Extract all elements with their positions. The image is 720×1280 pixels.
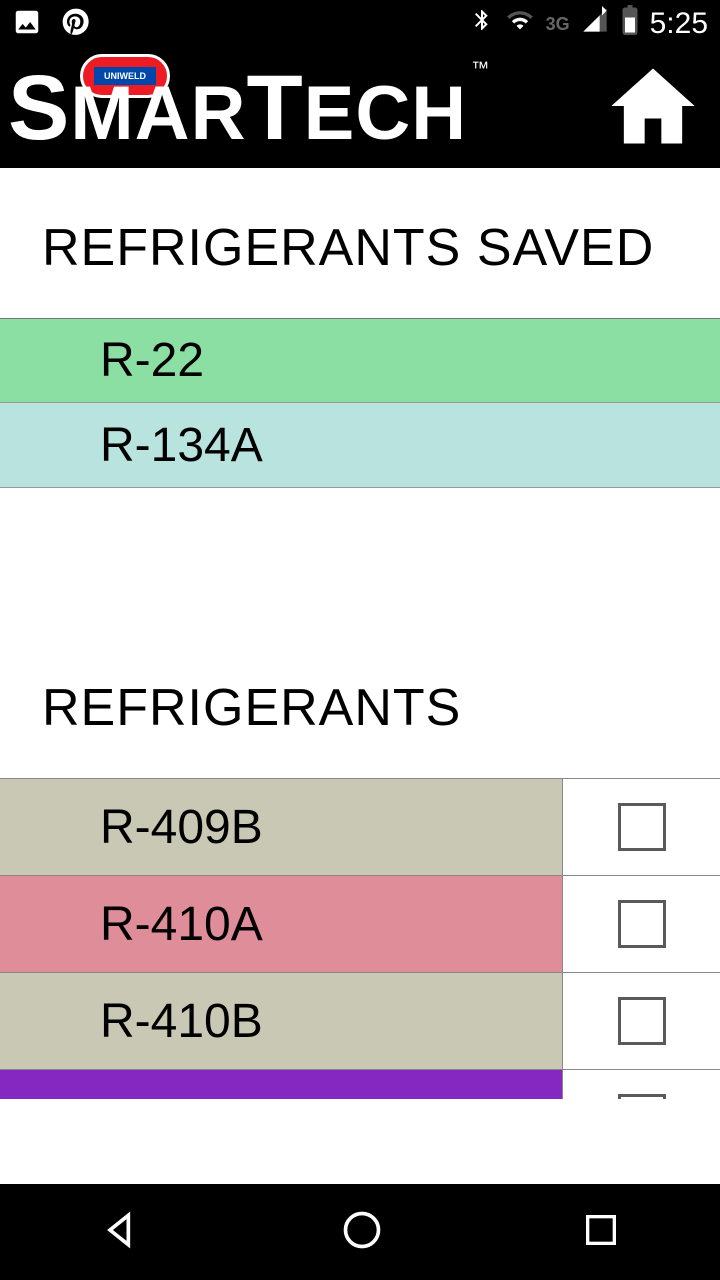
status-right: 3G 5:25 xyxy=(470,5,708,43)
clock-time: 5:25 xyxy=(650,7,708,41)
refrigerant-label[interactable]: R-409B xyxy=(0,779,562,875)
saved-list: R-22 R-134A xyxy=(0,318,720,488)
saved-item-label: R-134A xyxy=(100,418,263,473)
app-header: UNIWELD SMARTECH ™ xyxy=(0,48,720,168)
refrigerants-section-title: REFRIGERANTS xyxy=(0,488,720,778)
home-button[interactable] xyxy=(598,56,708,161)
refrigerant-row: R-411A xyxy=(0,1069,720,1099)
refrigerant-checkbox[interactable] xyxy=(618,803,666,851)
home-nav-button[interactable] xyxy=(340,1208,384,1257)
refrigerant-row: R-410B xyxy=(0,972,720,1069)
signal-icon xyxy=(580,6,610,42)
refrigerant-label[interactable]: R-411A xyxy=(0,1070,562,1099)
refrigerants-list: R-409BR-410AR-410BR-411A xyxy=(0,778,720,1099)
refrigerant-checkbox[interactable] xyxy=(618,997,666,1045)
refrigerant-checkbox-cell xyxy=(562,876,720,972)
recent-apps-button[interactable] xyxy=(581,1210,621,1255)
gallery-icon xyxy=(12,7,42,42)
saved-item[interactable]: R-22 xyxy=(0,318,720,403)
battery-icon xyxy=(620,5,640,43)
status-left xyxy=(12,6,92,43)
refrigerant-checkbox-cell xyxy=(562,779,720,875)
refrigerant-checkbox[interactable] xyxy=(618,1094,666,1099)
refrigerant-checkbox-cell xyxy=(562,973,720,1069)
network-3g-label: 3G xyxy=(546,14,570,35)
refrigerant-row: R-409B xyxy=(0,778,720,875)
android-nav-bar xyxy=(0,1184,720,1280)
status-bar: 3G 5:25 xyxy=(0,0,720,48)
refrigerant-label[interactable]: R-410A xyxy=(0,876,562,972)
saved-item-label: R-22 xyxy=(100,333,204,388)
back-button[interactable] xyxy=(99,1208,143,1257)
pinterest-icon xyxy=(60,6,92,43)
refrigerant-checkbox-cell xyxy=(562,1070,720,1099)
main-content: REFRIGERANTS SAVED R-22 R-134A REFRIGERAN… xyxy=(0,168,720,1099)
wifi-icon xyxy=(504,6,536,42)
bluetooth-icon xyxy=(470,6,494,42)
refrigerant-checkbox[interactable] xyxy=(618,900,666,948)
saved-item[interactable]: R-134A xyxy=(0,403,720,488)
logo-tm: ™ xyxy=(471,58,489,79)
refrigerant-row: R-410A xyxy=(0,875,720,972)
refrigerant-label[interactable]: R-410B xyxy=(0,973,562,1069)
logo-text: SMARTECH xyxy=(8,56,467,161)
saved-section-title: REFRIGERANTS SAVED xyxy=(0,168,720,318)
app-logo: UNIWELD SMARTECH ™ xyxy=(8,56,485,161)
